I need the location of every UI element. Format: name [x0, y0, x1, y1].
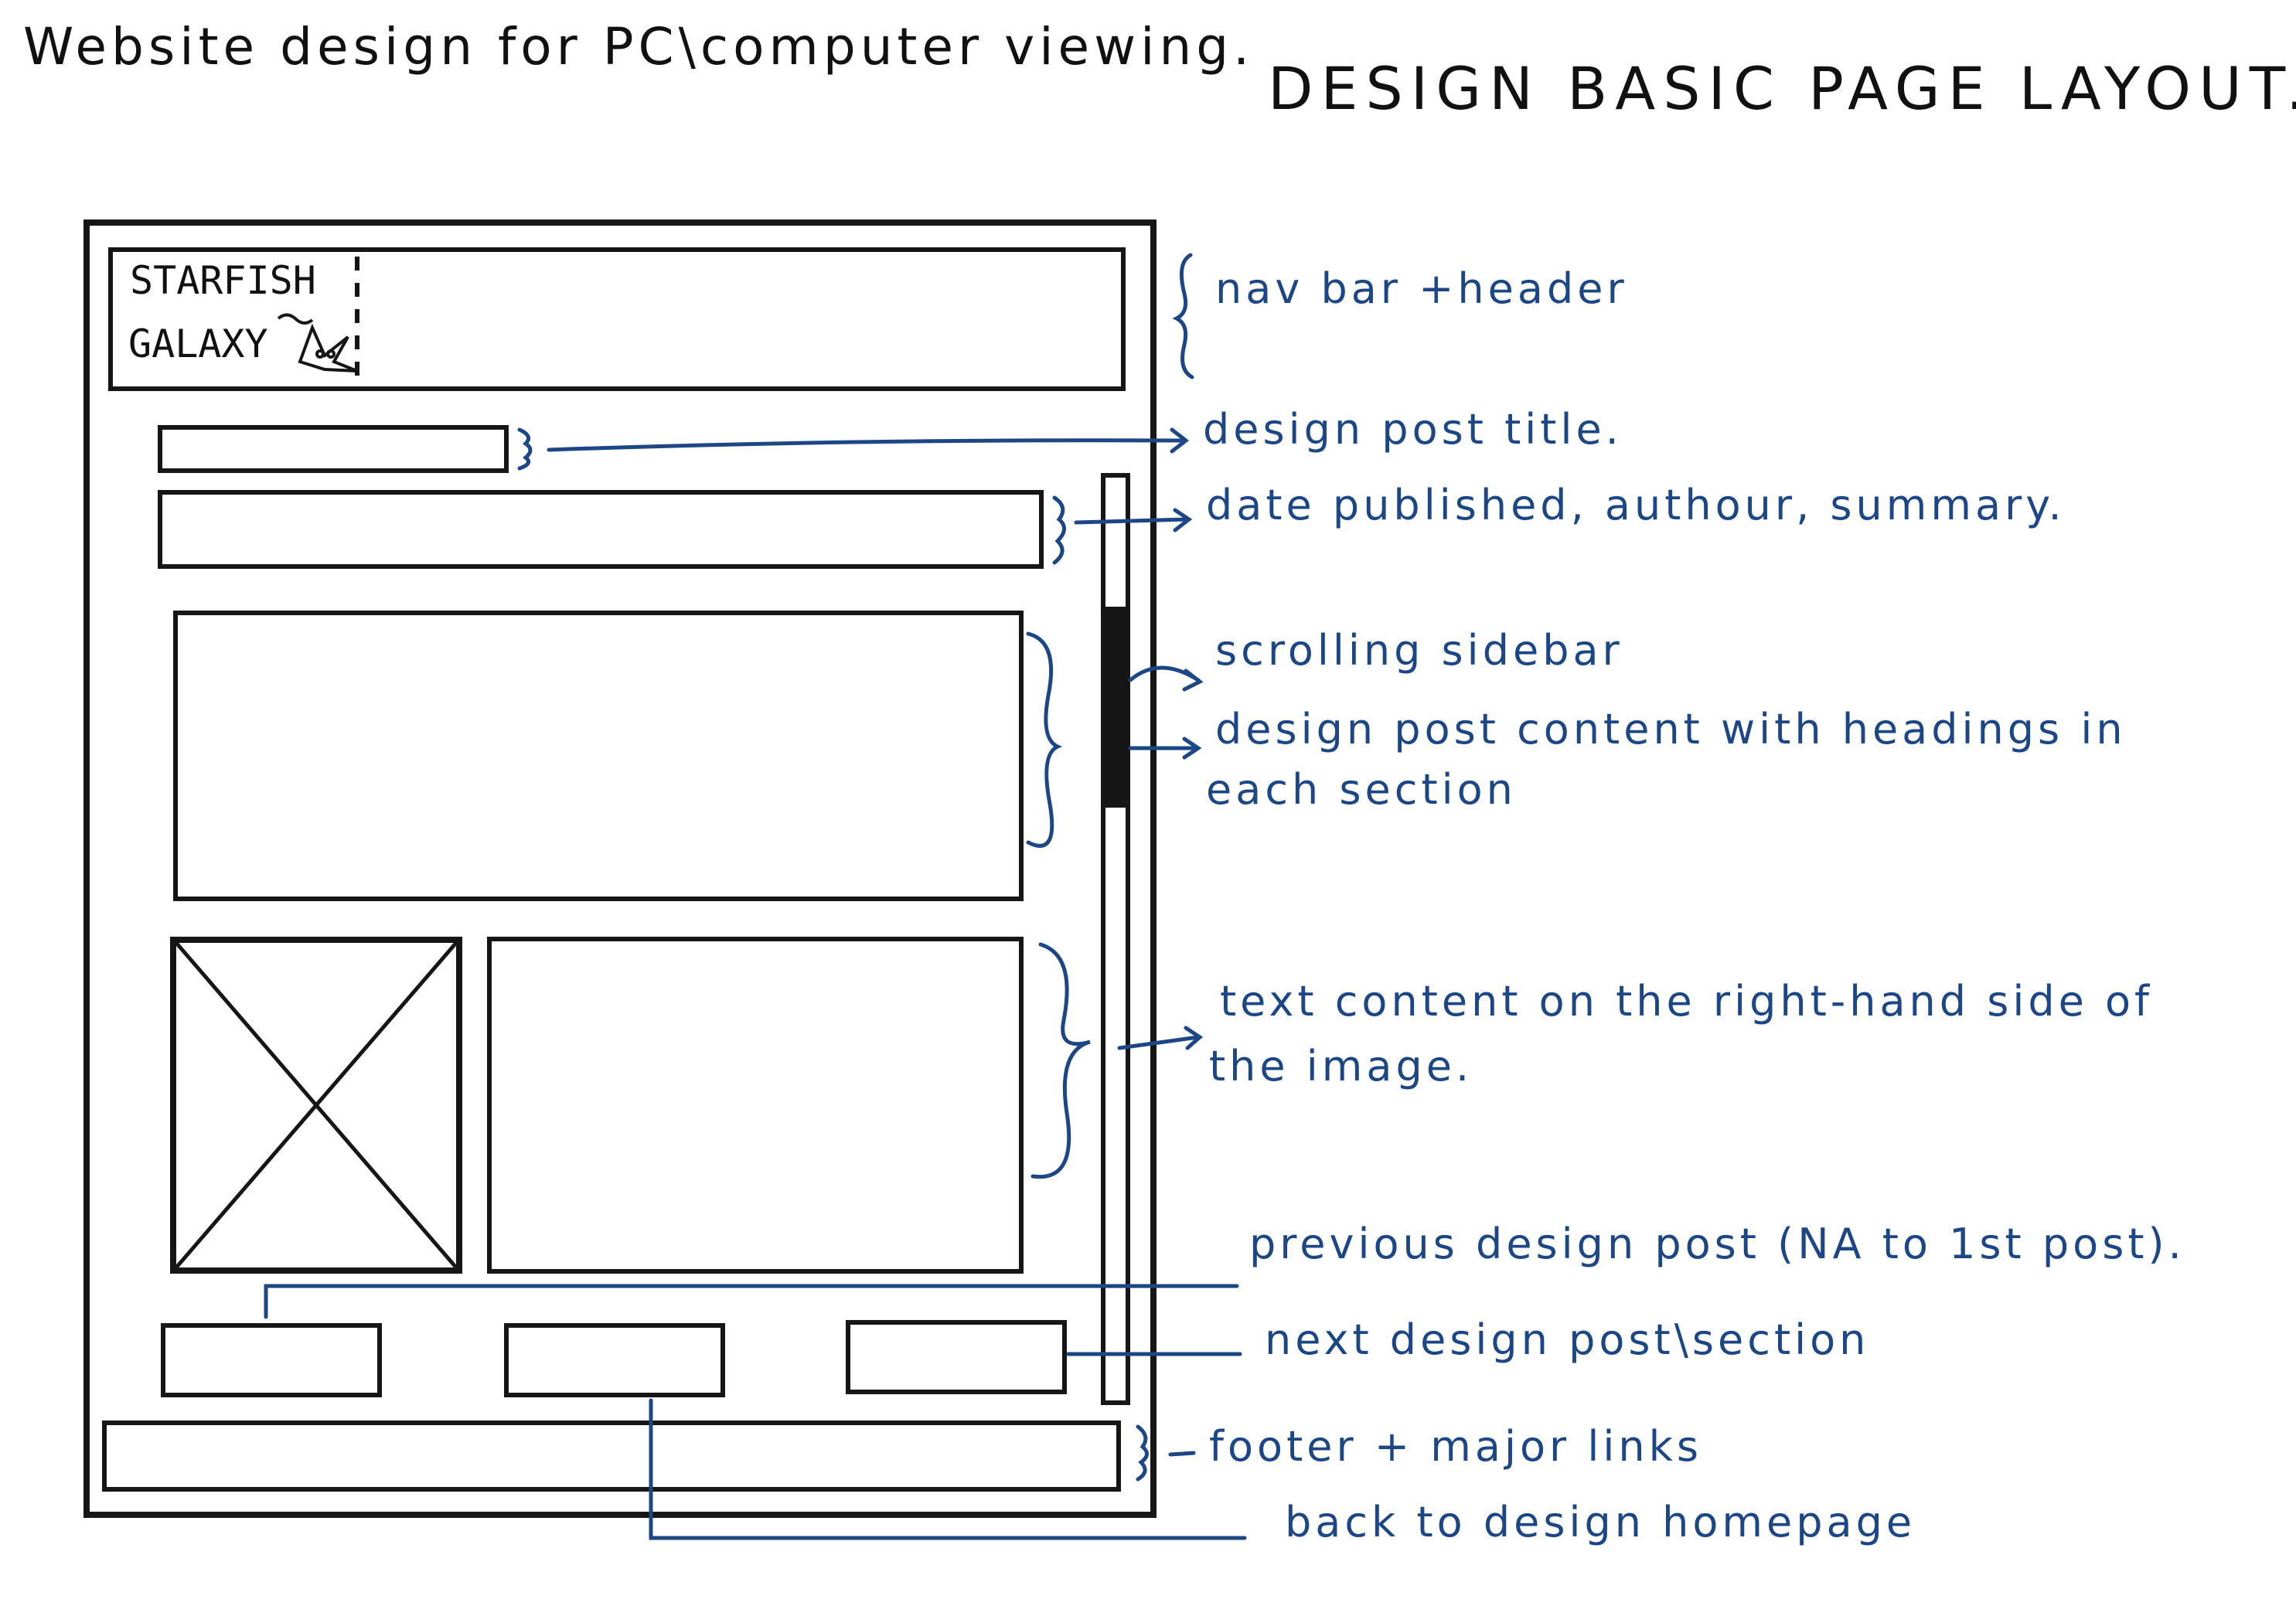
back-home-button[interactable] — [504, 1323, 725, 1397]
connector-back-home — [649, 1398, 1247, 1540]
arrow-title — [547, 438, 1185, 452]
connector-previous — [264, 1284, 1239, 1319]
starfish-icon — [277, 313, 358, 373]
brace-footer — [1136, 1424, 1149, 1482]
arrow-meta — [1074, 517, 1190, 525]
post-meta-box — [158, 490, 1044, 569]
image-cross-line-b — [175, 941, 458, 1269]
sheet-heading: Website design for PC\computer viewing. — [23, 17, 1255, 77]
next-post-button[interactable] — [846, 1320, 1067, 1394]
previous-post-button[interactable] — [161, 1323, 382, 1397]
image-placeholder — [170, 937, 462, 1274]
arrowhead-image-text — [1184, 1026, 1204, 1050]
arrow-image-text — [1117, 1035, 1201, 1050]
annotation-footer: footer + major links — [1209, 1422, 1702, 1471]
annotation-text-2: the image. — [1209, 1042, 1473, 1091]
annotation-post-meta: date published, authour, summary. — [1206, 481, 2066, 529]
annotation-next-post: next design post\section — [1265, 1315, 1870, 1364]
post-title-box — [158, 425, 509, 473]
annotation-back-home: back to design homepage — [1285, 1498, 1916, 1546]
dash-footer — [1168, 1451, 1196, 1457]
image-text-box — [487, 937, 1024, 1274]
annotation-previous-post: previous design post (NA to 1st post). — [1249, 1220, 2185, 1268]
annotation-nav-header: nav bar +header — [1215, 264, 1628, 313]
arrowhead-content — [1182, 737, 1202, 760]
logo-line-starfish: STARFISH — [130, 258, 316, 303]
footer-box — [102, 1421, 1121, 1492]
brace-content — [1026, 631, 1063, 848]
brace-nav — [1172, 253, 1194, 379]
annotation-post-title: design post title. — [1203, 405, 1623, 454]
post-content-box — [173, 611, 1024, 901]
sidebar-track[interactable] — [1101, 473, 1130, 1405]
layout-title: DESIGN BASIC PAGE LAYOUT. — [1268, 54, 2296, 123]
brace-meta — [1052, 495, 1066, 565]
arrowhead-sidebar — [1182, 669, 1204, 692]
logo-line-galaxy: GALAXY — [128, 322, 268, 366]
page-frame — [83, 219, 1157, 1518]
brace-title — [517, 427, 533, 471]
annotation-sidebar: scrolling sidebar — [1215, 626, 1623, 675]
annotation-content-2: each section — [1206, 765, 1517, 814]
annotation-content-1: design post content with headings in — [1215, 705, 2127, 754]
brace-image-text — [1030, 942, 1091, 1179]
arrowhead-meta — [1173, 508, 1193, 532]
nav-header-box — [108, 247, 1126, 391]
annotation-text-1: text content on the right-hand side of — [1220, 977, 2154, 1026]
arrowhead-title — [1170, 427, 1190, 454]
sidebar-thumb[interactable] — [1103, 607, 1129, 808]
